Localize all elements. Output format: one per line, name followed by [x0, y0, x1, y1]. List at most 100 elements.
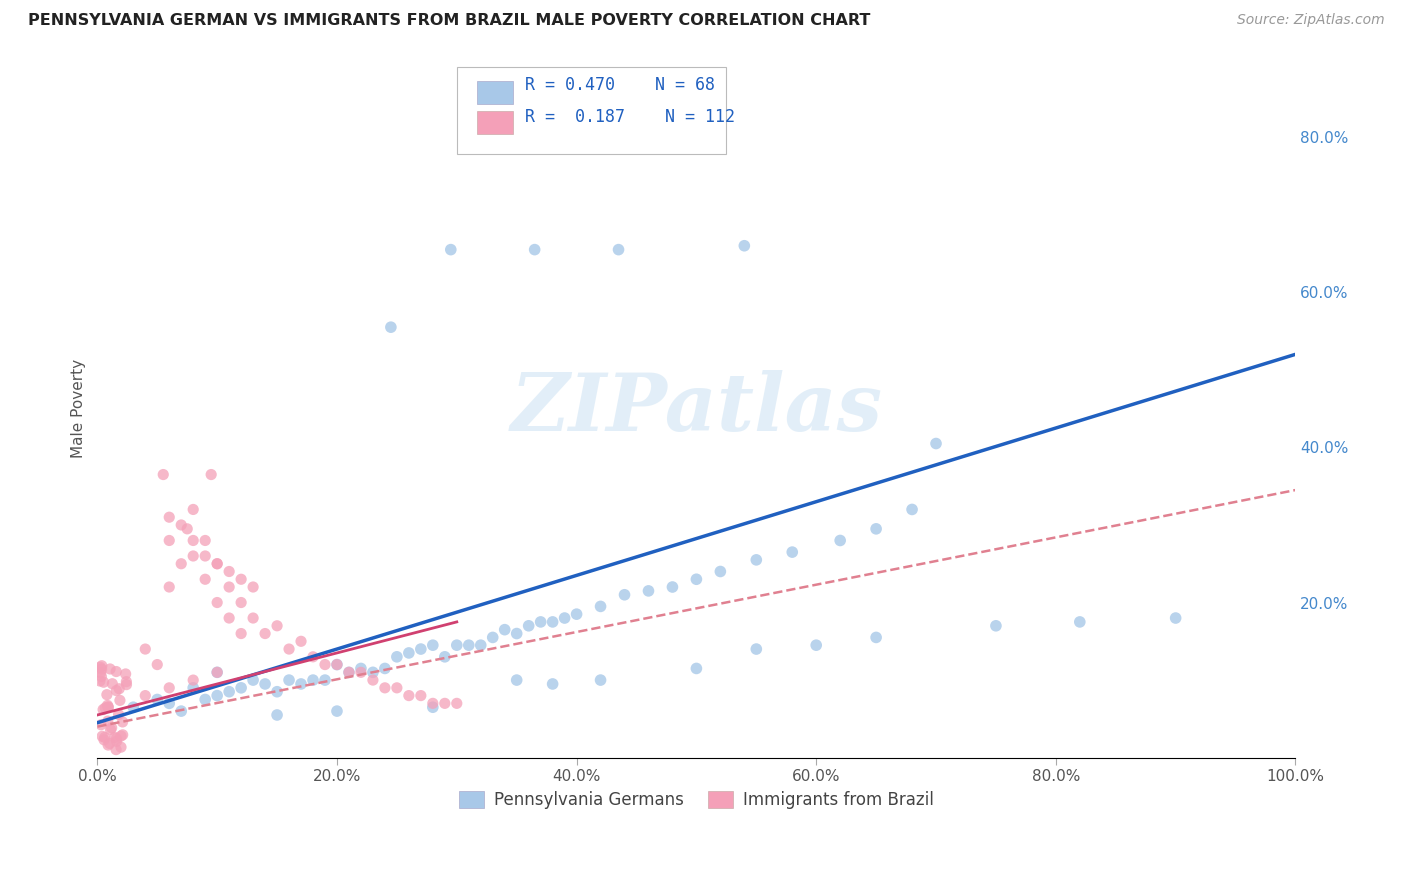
Point	[218, 684, 240, 698]
Point	[470, 638, 492, 652]
Point	[278, 642, 301, 657]
Point	[110, 729, 132, 743]
Point	[385, 649, 408, 664]
Point	[350, 665, 373, 680]
Point	[607, 243, 630, 257]
Point	[278, 673, 301, 687]
Point	[105, 683, 128, 698]
Point	[745, 642, 768, 657]
Point	[229, 595, 252, 609]
Point	[589, 673, 612, 687]
Point	[90, 662, 112, 676]
Point	[337, 665, 360, 680]
Point	[90, 665, 112, 680]
Point	[422, 700, 444, 714]
Point	[457, 638, 479, 652]
Point	[613, 588, 636, 602]
Point	[326, 704, 349, 718]
Point	[290, 634, 312, 648]
Point	[146, 692, 169, 706]
Point	[984, 619, 1007, 633]
Point	[901, 502, 924, 516]
Point	[170, 704, 193, 718]
Point	[90, 658, 112, 673]
Point	[409, 642, 432, 657]
Point	[194, 692, 217, 706]
Point	[374, 681, 396, 695]
Point	[433, 649, 456, 664]
Point	[93, 675, 115, 690]
Point	[181, 549, 204, 563]
Point	[314, 673, 336, 687]
Point	[194, 572, 217, 586]
Point	[554, 611, 576, 625]
Point	[266, 684, 288, 698]
Point	[229, 681, 252, 695]
Point	[105, 742, 128, 756]
Point	[229, 572, 252, 586]
Point	[96, 688, 118, 702]
Point	[101, 677, 124, 691]
Point	[440, 243, 463, 257]
Point	[530, 615, 553, 629]
Point	[105, 731, 128, 746]
FancyBboxPatch shape	[477, 80, 513, 103]
Point	[565, 607, 588, 622]
Point	[218, 580, 240, 594]
Point	[104, 731, 127, 745]
Point	[685, 661, 707, 675]
Point	[350, 661, 373, 675]
Point	[157, 580, 180, 594]
Point	[326, 657, 349, 672]
Point	[97, 738, 120, 752]
Point	[266, 619, 288, 633]
Point	[91, 703, 114, 717]
Point	[361, 673, 384, 687]
Point	[925, 436, 948, 450]
Point	[1164, 611, 1187, 625]
Point	[314, 657, 336, 672]
Point	[93, 732, 115, 747]
Point	[242, 611, 264, 625]
Point	[111, 714, 134, 729]
Point	[181, 533, 204, 548]
Point	[481, 631, 503, 645]
Point	[176, 522, 198, 536]
Point	[122, 700, 145, 714]
Point	[97, 700, 120, 714]
Point	[157, 697, 180, 711]
Point	[494, 623, 516, 637]
Point	[115, 678, 138, 692]
Point	[157, 681, 180, 695]
Point	[806, 638, 828, 652]
Point	[517, 619, 540, 633]
Point	[134, 642, 156, 657]
Point	[105, 734, 128, 748]
Point	[114, 667, 136, 681]
Point	[229, 626, 252, 640]
Point	[205, 689, 228, 703]
Point	[218, 565, 240, 579]
Point	[146, 657, 169, 672]
Point	[446, 697, 468, 711]
Point	[170, 518, 193, 533]
Point	[398, 689, 420, 703]
Point	[194, 549, 217, 563]
Point	[89, 673, 111, 688]
Point	[745, 553, 768, 567]
Point	[361, 665, 384, 680]
Point	[152, 467, 174, 482]
Point	[110, 740, 132, 755]
FancyBboxPatch shape	[477, 112, 513, 135]
Point	[409, 689, 432, 703]
Point	[685, 572, 707, 586]
Point	[302, 649, 325, 664]
Point	[181, 502, 204, 516]
Point	[108, 681, 131, 696]
Point	[100, 721, 122, 735]
Point	[205, 665, 228, 680]
Point	[218, 611, 240, 625]
Point	[194, 533, 217, 548]
Point	[90, 717, 112, 731]
Point	[89, 660, 111, 674]
